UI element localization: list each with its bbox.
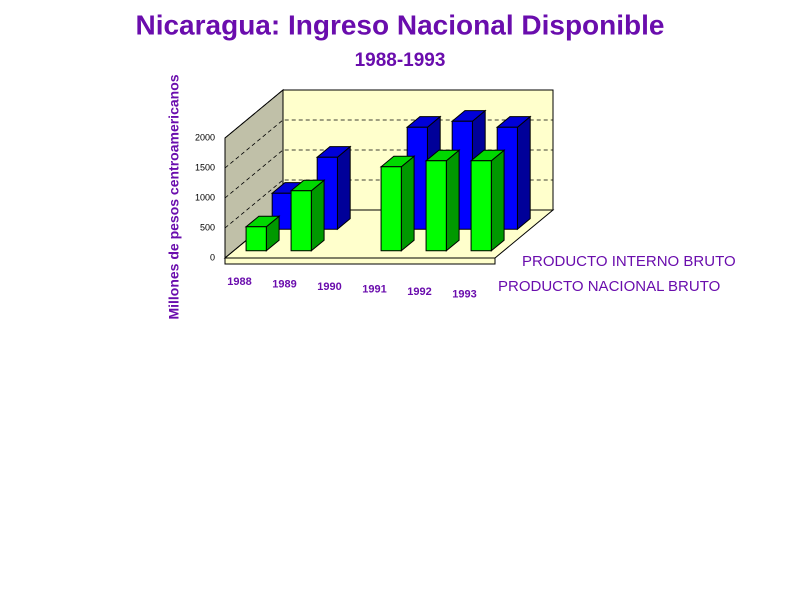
y-axis-label: Millones de pesos centroamericanos bbox=[166, 74, 182, 319]
bar bbox=[290, 190, 312, 252]
bar bbox=[425, 160, 447, 252]
legend-label: PRODUCTO NACIONAL BRUTO bbox=[498, 278, 720, 295]
x-tick-label: 1993 bbox=[452, 288, 476, 300]
bar bbox=[380, 166, 402, 252]
chart-subtitle: 1988-1993 bbox=[355, 50, 446, 71]
floor-edge bbox=[224, 257, 496, 265]
y-tick-label: 2000 bbox=[195, 132, 215, 142]
x-tick-label: 1990 bbox=[317, 281, 341, 293]
bar-side bbox=[336, 145, 351, 231]
y-tick-label: 1000 bbox=[195, 192, 215, 202]
bar-side bbox=[490, 149, 505, 252]
x-tick-label: 1991 bbox=[362, 283, 386, 295]
x-tick-label: 1989 bbox=[272, 278, 296, 290]
y-tick-label: 0 bbox=[210, 252, 215, 262]
bar-side bbox=[310, 179, 325, 252]
bar-side bbox=[400, 155, 415, 252]
x-tick-label: 1988 bbox=[227, 276, 251, 288]
bar bbox=[470, 160, 492, 252]
x-tick-label: 1992 bbox=[407, 286, 431, 298]
bar-side bbox=[445, 149, 460, 252]
legend-label: PRODUCTO INTERNO BRUTO bbox=[522, 253, 736, 270]
bar bbox=[245, 226, 267, 252]
chart-title: Nicaragua: Ingreso Nacional Disponible bbox=[135, 9, 664, 40]
y-tick-label: 500 bbox=[200, 222, 215, 232]
y-tick-label: 1500 bbox=[195, 162, 215, 172]
grid-line bbox=[224, 89, 553, 139]
bar-side bbox=[516, 115, 531, 231]
